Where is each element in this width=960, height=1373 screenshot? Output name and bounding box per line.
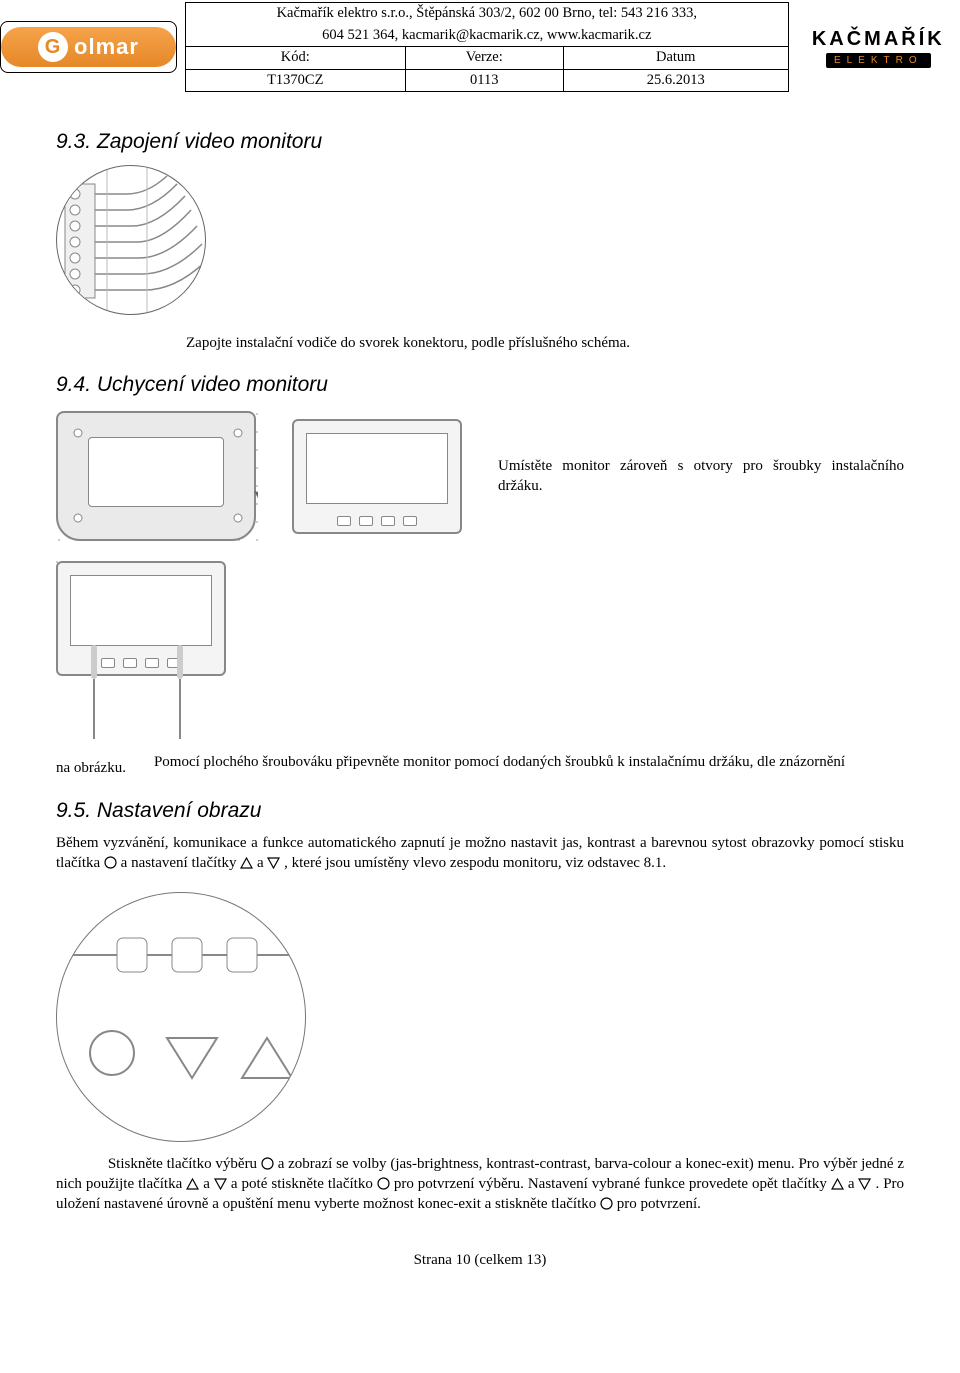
golmar-logo-text: olmar xyxy=(74,32,139,62)
kacmarik-logo-bottom: ELEKTRO xyxy=(826,53,931,69)
kacmarik-logo-top: KAČMAŘÍK xyxy=(812,26,945,53)
p1-d: , které jsou umístěny vlevo zespodu moni… xyxy=(284,855,666,871)
button-panel-diagram xyxy=(56,892,306,1142)
p1-c: a xyxy=(257,855,267,871)
triangle-up-icon xyxy=(831,1178,844,1190)
hdr-label-code: Kód: xyxy=(186,47,406,70)
circle-icon xyxy=(261,1157,274,1170)
p2-h: pro potvrzení. xyxy=(617,1196,701,1212)
document-header: Golmar Kačmařík elektro s.r.o., Štěpánsk… xyxy=(0,0,960,98)
triangle-up-icon xyxy=(240,857,253,869)
section-9-4-title: 9.4. Uchycení video monitoru xyxy=(56,371,904,399)
circle-icon xyxy=(104,856,117,869)
kacmarik-logo: KAČMAŘÍK ELEKTRO xyxy=(797,21,960,73)
hdr-label-version: Verze: xyxy=(405,47,563,70)
section-9-5-para2: Stiskněte tlačítko výběru a zobrazí se v… xyxy=(56,1154,904,1215)
circle-icon xyxy=(600,1197,613,1210)
section-9-4-text2: Pomocí plochého šroubováku připevněte mo… xyxy=(154,752,904,772)
triangle-down-icon xyxy=(267,857,280,869)
p2-e: pro potvrzení výběru. Nastavení vybrané … xyxy=(394,1176,831,1192)
golmar-logo: Golmar xyxy=(0,21,177,73)
page-footer: Strana 10 (celkem 13) xyxy=(56,1250,904,1270)
p2-c: a xyxy=(203,1176,214,1192)
circle-icon xyxy=(377,1177,390,1190)
header-info-table: Kačmařík elektro s.r.o., Štěpánská 303/2… xyxy=(185,2,789,92)
triangle-up-icon xyxy=(186,1178,199,1190)
p2-d: a poté stiskněte tlačítko xyxy=(231,1176,377,1192)
section-9-5-para1: Během vyzvánění, komunikace a funkce aut… xyxy=(56,833,904,874)
company-line-2: 604 521 364, kacmarik@kacmarik.cz, www.k… xyxy=(186,25,789,47)
wiring-diagram xyxy=(56,165,206,315)
section-9-5-title: 9.5. Nastavení obrazu xyxy=(56,797,904,825)
section-9-3-text: Zapojte instalační vodiče do svorek kone… xyxy=(186,333,904,353)
p1-b: a nastavení tlačítky xyxy=(121,855,241,871)
section-9-4-text1: Umístěte monitor zároveň s otvory pro šr… xyxy=(498,456,904,497)
bracket-diagram xyxy=(56,411,256,541)
p2-a: Stiskněte tlačítko výběru xyxy=(108,1156,261,1172)
section-9-4-text2-prefix: na obrázku. xyxy=(56,758,126,778)
hdr-value-version: 0113 xyxy=(405,69,563,92)
section-9-3-title: 9.3. Zapojení video monitoru xyxy=(56,128,904,156)
triangle-down-icon xyxy=(858,1178,871,1190)
monitor-front-diagram xyxy=(292,419,462,534)
triangle-down-icon xyxy=(214,1178,227,1190)
hdr-label-date: Datum xyxy=(563,47,788,70)
company-line-1: Kačmařík elektro s.r.o., Štěpánská 303/2… xyxy=(186,3,789,25)
monitor-screwdriver-diagram xyxy=(56,561,226,676)
p2-f: a xyxy=(848,1176,859,1192)
hdr-value-code: T1370CZ xyxy=(186,69,406,92)
hdr-value-date: 25.6.2013 xyxy=(563,69,788,92)
